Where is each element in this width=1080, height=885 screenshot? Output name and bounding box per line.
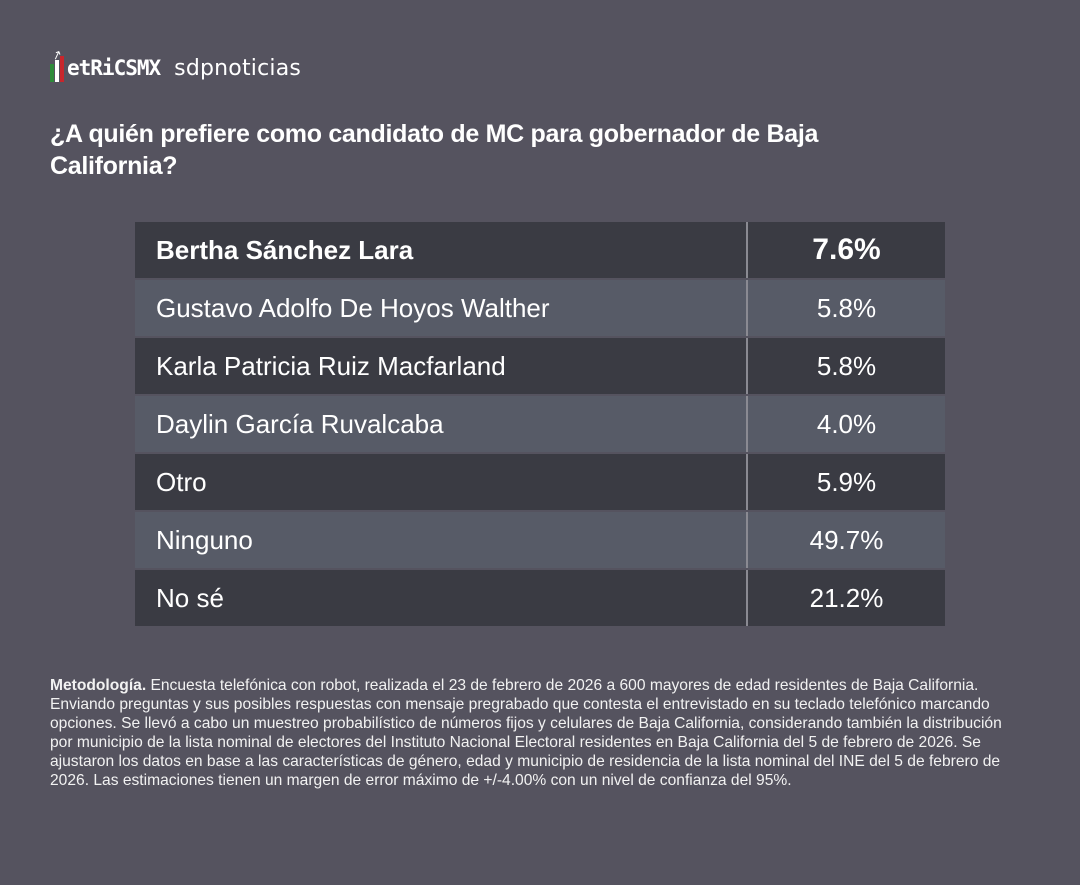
option-name: Otro (135, 454, 748, 510)
option-percent: 5.9% (816, 466, 877, 497)
candidate-percent: 5.8% (816, 292, 877, 323)
sdpnoticias-logo-text: sdpnoticias (174, 55, 302, 81)
table-row: Otro 5.9% (135, 454, 945, 510)
metricsmx-logo-icon: ↗ (50, 47, 65, 82)
logo-group: ↗ etRiCSMX sdpnoticias (50, 47, 302, 86)
table-row: Karla Patricia Ruiz Macfarland 5.8% (135, 338, 945, 394)
table-row: No sé 21.2% (135, 570, 945, 626)
table-row: Ninguno 49.7% (135, 512, 945, 568)
option-name: Ninguno (135, 512, 748, 568)
table-row: Gustavo Adolfo De Hoyos Walther 5.8% (135, 280, 945, 336)
candidate-name: Daylin García Ruvalcaba (135, 396, 748, 452)
candidate-percent: 4.0% (816, 408, 877, 439)
option-percent: 21.2% (809, 582, 884, 613)
poll-question-title: ¿A quién prefiere como candidato de MC p… (50, 120, 819, 180)
results-table: Bertha Sánchez Lara 7.6% Gustavo Adolfo … (135, 222, 945, 628)
candidate-name: Gustavo Adolfo De Hoyos Walther (135, 280, 748, 336)
option-percent: 49.7% (809, 524, 884, 555)
candidate-percent: 7.6% (812, 233, 881, 266)
candidate-percent: 5.8% (816, 350, 877, 381)
methodology-note: Metodología. Encuesta telefónica con rob… (50, 676, 1010, 790)
table-row: Bertha Sánchez Lara 7.6% (135, 222, 945, 278)
metricsmx-logo-text: etRiCSMX (67, 56, 161, 80)
option-name: No sé (135, 570, 748, 626)
candidate-name: Bertha Sánchez Lara (135, 222, 748, 278)
table-row: Daylin García Ruvalcaba 4.0% (135, 396, 945, 452)
methodology-text: Encuesta telefónica con robot, realizada… (50, 677, 1002, 789)
methodology-label: Metodología. (50, 677, 147, 694)
candidate-name: Karla Patricia Ruiz Macfarland (135, 338, 748, 394)
